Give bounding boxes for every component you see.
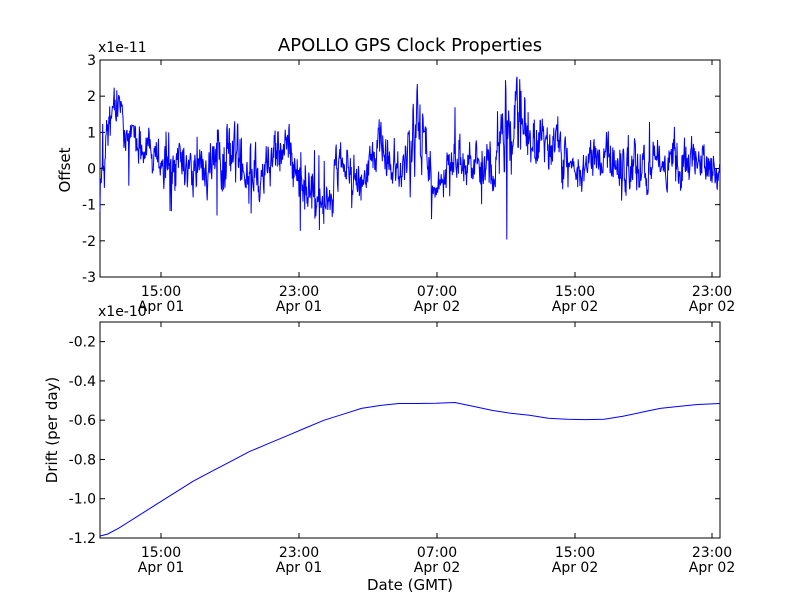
drift-multiplier: x1e-10 [98, 304, 147, 320]
offset-x-tick-date: Apr 01 [138, 299, 184, 315]
offset-y-ticks: -3 -2 -1 0 1 2 3 [82, 53, 720, 286]
offset-series [99, 76, 721, 240]
offset-x-tick-date: Apr 02 [689, 299, 735, 315]
drift-plot: x1e-10 Drift (per day) Date (GMT) -1.2-1… [43, 304, 735, 594]
drift-x-tick-time: 15:00 [141, 545, 181, 561]
drift-x-tick-time: 07:00 [417, 545, 457, 561]
drift-series [99, 401, 721, 537]
drift-x-tick-time: 23:00 [692, 545, 732, 561]
offset-x-tick-time: 15:00 [555, 284, 595, 300]
offset-line [99, 76, 721, 240]
offset-x-tick-date: Apr 02 [552, 299, 598, 315]
offset-multiplier: x1e-11 [98, 40, 147, 56]
drift-x-tick-date: Apr 02 [552, 560, 598, 576]
chart-title: APOLLO GPS Clock Properties [278, 35, 542, 56]
offset-y-tick-label: 2 [87, 89, 96, 105]
drift-x-tick-date: Apr 01 [276, 560, 322, 576]
offset-x-tick-date: Apr 01 [276, 299, 322, 315]
offset-y-label: Offset [56, 147, 74, 192]
offset-x-tick-time: 23:00 [279, 284, 319, 300]
drift-y-ticks: -1.2 -1.0 -0.8 -0.6 -0.4 -0.2 [69, 335, 720, 547]
drift-y-tick-label: -1.0 [69, 492, 96, 508]
drift-x-label: Date (GMT) [367, 576, 453, 594]
drift-x-tick-time: 15:00 [555, 545, 595, 561]
drift-line [99, 401, 721, 537]
drift-plot-frame [99, 321, 721, 539]
offset-y-tick-label: -1 [82, 198, 96, 214]
drift-y-tick-label: -0.8 [69, 452, 96, 468]
drift-y-tick-label: -0.4 [69, 374, 96, 390]
offset-y-tick-label: 1 [87, 125, 96, 141]
offset-y-tick-label: -2 [82, 234, 96, 250]
drift-x-tick-time: 23:00 [279, 545, 319, 561]
offset-y-tick-label: -3 [82, 270, 96, 286]
drift-x-tick-date: Apr 01 [138, 560, 184, 576]
drift-y-label: Drift (per day) [43, 377, 61, 484]
offset-y-tick-label: 0 [87, 162, 96, 178]
drift-x-tick-date: Apr 02 [689, 560, 735, 576]
drift-x-tick-date: Apr 02 [414, 560, 460, 576]
drift-y-tick-label: -1.2 [69, 531, 96, 547]
offset-x-tick-date: Apr 02 [414, 299, 460, 315]
drift-y-tick-label: -0.6 [69, 413, 96, 429]
offset-x-tick-time: 23:00 [692, 284, 732, 300]
offset-x-tick-time: 07:00 [417, 284, 457, 300]
offset-x-tick-time: 15:00 [141, 284, 181, 300]
drift-y-tick-label: -0.2 [69, 335, 96, 351]
offset-y-tick-label: 3 [87, 53, 96, 69]
